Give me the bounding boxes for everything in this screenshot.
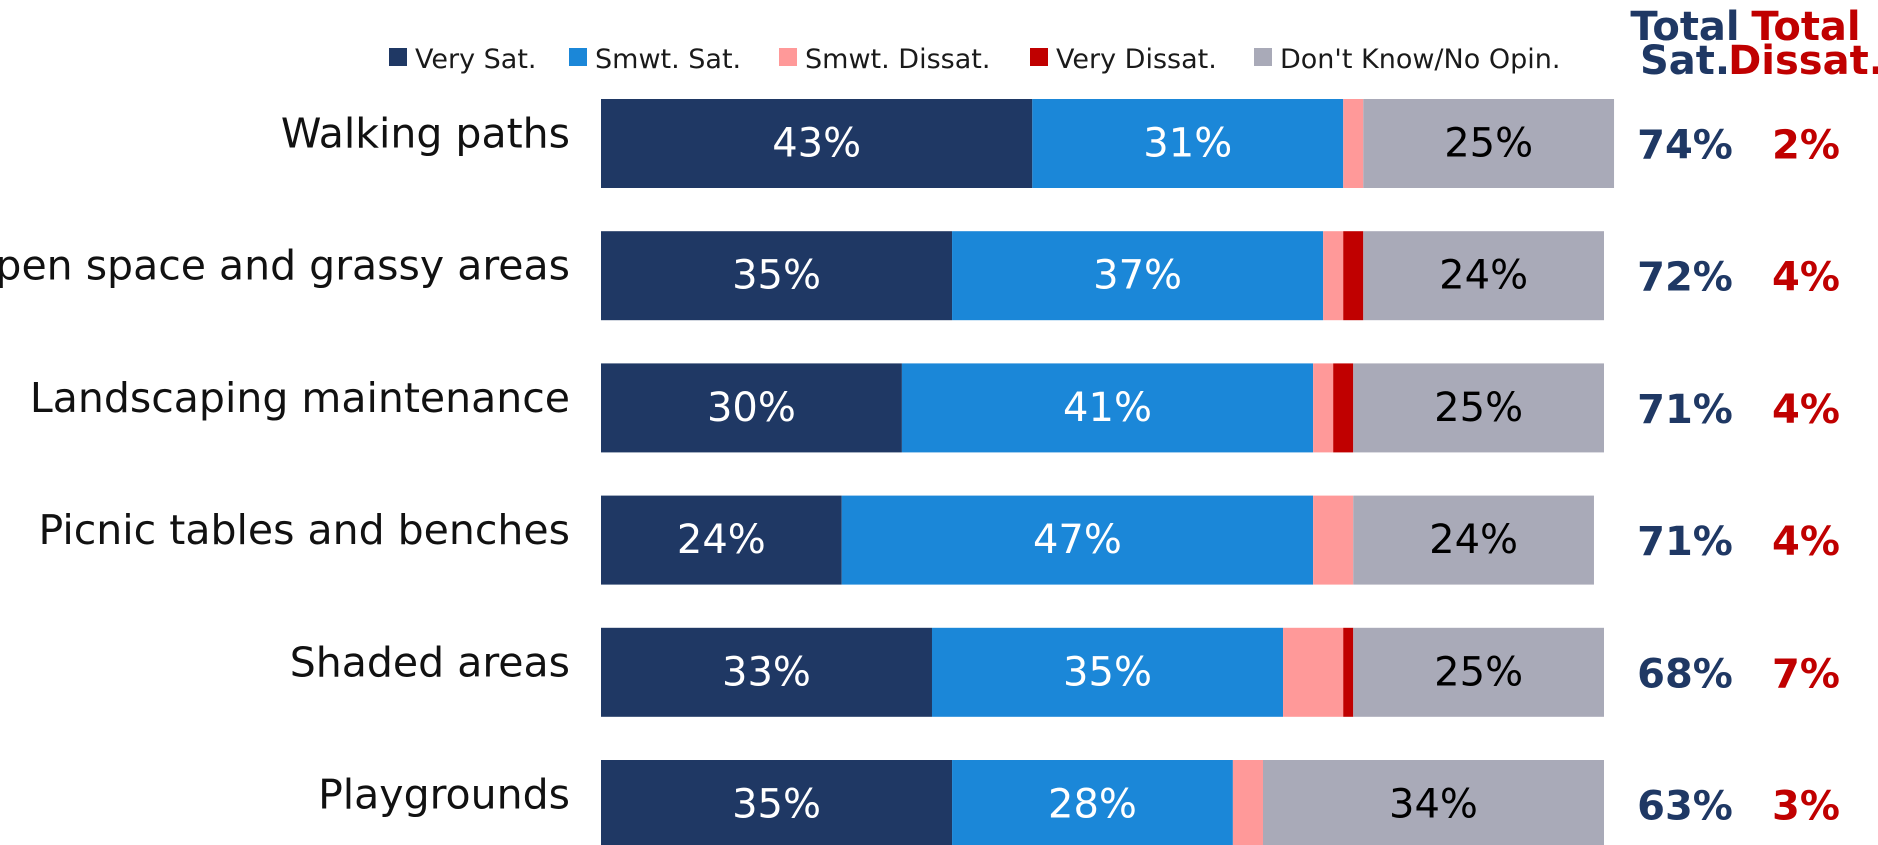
bar-segment-smwt-sat (952, 760, 1233, 845)
data-label-don-t-know-no-opin: 25% (1434, 385, 1523, 431)
bar-segment-smwt-dissat (1313, 363, 1334, 453)
bar-segment-smwt-sat (952, 231, 1324, 321)
bar-segment-very-sat (601, 231, 953, 321)
legend-swatch-very-dissat (1030, 48, 1048, 66)
total-dissat-value: 4% (1772, 519, 1840, 565)
legend-swatch-smwt-dissat (779, 48, 797, 66)
data-label-don-t-know-no-opin: 25% (1444, 121, 1533, 167)
bar-segment-don-t-know-no-opin (1363, 99, 1615, 188)
total-dissat-value: 3% (1772, 784, 1840, 830)
chart-rows: Walking paths 43% 31% 25% 74% 2% Open space an… (0, 99, 1840, 845)
bar-segment-very-dissat (1343, 627, 1354, 717)
total-satisfied-header-line-2: Sat. (1640, 38, 1730, 84)
bar-segment-smwt-sat (841, 495, 1314, 585)
total-dissat-value: 7% (1772, 651, 1840, 697)
category-label: Playgrounds (318, 771, 570, 819)
bar-segment-smwt-dissat (1343, 99, 1364, 188)
bar-segment-smwt-dissat (1283, 627, 1344, 717)
legend-label-smwt-sat: Smwt. Sat. (595, 44, 741, 75)
bar-segment-very-sat (601, 495, 842, 585)
data-label-very-sat: 24% (677, 517, 766, 563)
bar-segment-don-t-know-no-opin (1353, 627, 1604, 717)
total-dissatisfied-header-line-2: Dissat. (1728, 38, 1878, 84)
total-sat-value: 72% (1637, 255, 1733, 301)
bar-segment-smwt-dissat (1313, 495, 1354, 585)
legend-swatch-very-sat (389, 48, 407, 66)
total-dissat-value: 2% (1772, 123, 1840, 169)
row-walking-paths: Walking paths 43% 31% 25% 74% 2% (281, 99, 1840, 188)
data-label-don-t-know-no-opin: 25% (1434, 649, 1523, 695)
bar-segment-very-dissat (1343, 231, 1364, 321)
category-label: Picnic tables and benches (39, 506, 570, 554)
bar-segment-don-t-know-no-opin (1363, 231, 1604, 321)
data-label-don-t-know-no-opin: 24% (1439, 253, 1528, 299)
total-satisfied-header-line-1: Total (1630, 4, 1739, 50)
legend-label-very-sat: Very Sat. (415, 44, 537, 75)
row-playgrounds: Playgrounds 35% 28% 34% 63% 3% (318, 760, 1840, 845)
category-label: Open space and grassy areas (0, 242, 570, 290)
total-dissat-value: 4% (1772, 255, 1840, 301)
bar-segment-don-t-know-no-opin (1353, 495, 1594, 585)
bar-segment-smwt-sat (901, 363, 1314, 453)
data-label-very-sat: 33% (722, 649, 811, 695)
data-label-very-sat: 30% (707, 385, 796, 431)
legend-label-very-dissat: Very Dissat. (1056, 44, 1217, 75)
total-sat-value: 71% (1637, 387, 1733, 433)
total-dissat-value: 4% (1772, 387, 1840, 433)
data-label-smwt-sat: 37% (1093, 253, 1182, 299)
bar-segment-very-dissat (1333, 363, 1354, 453)
total-sat-value: 71% (1637, 519, 1733, 565)
bar-segment-smwt-sat (1032, 99, 1344, 188)
bar-segment-very-sat (601, 363, 902, 453)
data-label-don-t-know-no-opin: 34% (1389, 782, 1478, 828)
total-sat-value: 63% (1637, 784, 1733, 830)
legend-label-smwt-dissat: Smwt. Dissat. (805, 44, 990, 75)
row-open-space-and-grassy-areas: Open space and grassy areas 35% 37% 24% 72% 4… (0, 231, 1840, 321)
data-label-smwt-sat: 31% (1143, 121, 1232, 167)
bar-segment-smwt-dissat (1323, 231, 1344, 321)
row-landscaping-maintenance: Landscaping maintenance 30% 41% 25% 71% 4% (30, 363, 1840, 453)
data-label-very-sat: 35% (732, 782, 821, 828)
data-label-very-sat: 43% (772, 121, 861, 167)
row-shaded-areas: Shaded areas 33% 35% 25% 68% 7% (290, 627, 1840, 717)
data-label-smwt-sat: 41% (1063, 385, 1152, 431)
legend-swatch-smwt-sat (569, 48, 587, 66)
data-label-very-sat: 35% (732, 253, 821, 299)
bar-segment-don-t-know-no-opin (1262, 760, 1604, 845)
data-label-don-t-know-no-opin: 24% (1429, 517, 1518, 563)
bar-segment-don-t-know-no-opin (1353, 363, 1604, 453)
data-label-smwt-sat: 35% (1063, 649, 1152, 695)
legend-swatch-don-t-know-no-opin (1254, 48, 1272, 66)
category-label: Shaded areas (290, 638, 570, 686)
bar-segment-very-sat (601, 760, 953, 845)
total-sat-value: 68% (1637, 651, 1733, 697)
bar-segment-very-sat (601, 99, 1033, 188)
legend-label-don-t-know-no-opin: Don't Know/No Opin. (1280, 44, 1560, 75)
bar-segment-very-sat (601, 627, 932, 717)
bar-segment-smwt-dissat (1232, 760, 1263, 845)
row-picnic-tables-and-benches: Picnic tables and benches 24% 47% 24% 71% 4% (39, 495, 1840, 585)
legend: Very Sat. Smwt. Sat. Smwt. Dissat. Very Dis… (389, 44, 1560, 75)
category-label: Landscaping maintenance (30, 374, 570, 422)
total-sat-value: 74% (1637, 123, 1733, 169)
category-label: Walking paths (281, 110, 570, 158)
data-label-smwt-sat: 47% (1033, 517, 1122, 563)
data-label-smwt-sat: 28% (1048, 782, 1137, 828)
bar-segment-smwt-sat (931, 627, 1284, 717)
total-dissatisfied-header-line-1: Total (1751, 4, 1860, 50)
